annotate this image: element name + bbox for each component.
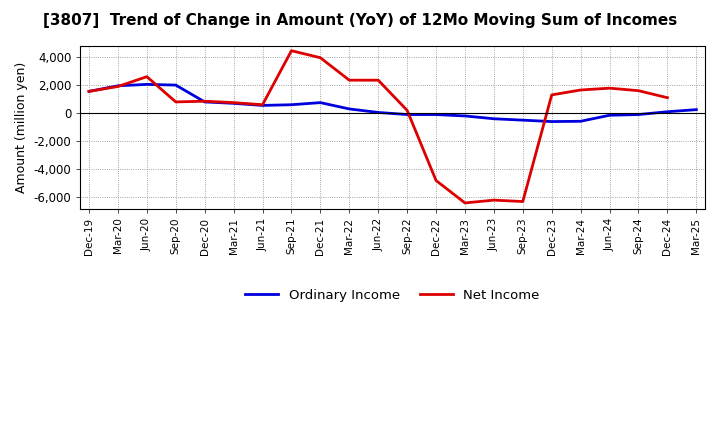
Line: Ordinary Income: Ordinary Income — [89, 84, 696, 121]
Ordinary Income — [114, 83, 122, 88]
Net Income — [287, 48, 296, 53]
Net Income — [258, 102, 267, 107]
Ordinary Income — [663, 109, 672, 114]
Net Income — [229, 100, 238, 105]
Net Income — [374, 77, 382, 83]
Ordinary Income — [576, 119, 585, 124]
Ordinary Income — [374, 110, 382, 115]
Ordinary Income — [606, 113, 614, 118]
Ordinary Income — [547, 119, 556, 124]
Ordinary Income — [692, 107, 701, 112]
Ordinary Income — [316, 100, 325, 105]
Net Income — [345, 77, 354, 83]
Ordinary Income — [287, 102, 296, 107]
Net Income — [114, 84, 122, 89]
Net Income — [547, 92, 556, 98]
Net Income — [634, 88, 643, 93]
Net Income — [171, 99, 180, 105]
Ordinary Income — [490, 116, 498, 121]
Y-axis label: Amount (million yen): Amount (million yen) — [15, 62, 28, 193]
Net Income — [85, 89, 94, 94]
Net Income — [518, 199, 527, 204]
Net Income — [143, 74, 151, 79]
Net Income — [490, 198, 498, 203]
Ordinary Income — [518, 117, 527, 123]
Ordinary Income — [258, 103, 267, 108]
Net Income — [663, 95, 672, 100]
Ordinary Income — [171, 82, 180, 88]
Net Income — [200, 99, 209, 104]
Net Income — [461, 200, 469, 205]
Legend: Ordinary Income, Net Income: Ordinary Income, Net Income — [240, 283, 545, 307]
Net Income — [316, 55, 325, 60]
Ordinary Income — [200, 99, 209, 105]
Text: [3807]  Trend of Change in Amount (YoY) of 12Mo Moving Sum of Incomes: [3807] Trend of Change in Amount (YoY) o… — [43, 13, 677, 28]
Net Income — [606, 85, 614, 91]
Line: Net Income: Net Income — [89, 51, 667, 203]
Net Income — [576, 88, 585, 93]
Ordinary Income — [229, 101, 238, 106]
Ordinary Income — [85, 89, 94, 94]
Ordinary Income — [143, 82, 151, 87]
Ordinary Income — [432, 112, 441, 117]
Net Income — [402, 108, 411, 113]
Ordinary Income — [345, 106, 354, 112]
Ordinary Income — [402, 112, 411, 117]
Net Income — [432, 178, 441, 183]
Ordinary Income — [461, 114, 469, 119]
Ordinary Income — [634, 112, 643, 117]
